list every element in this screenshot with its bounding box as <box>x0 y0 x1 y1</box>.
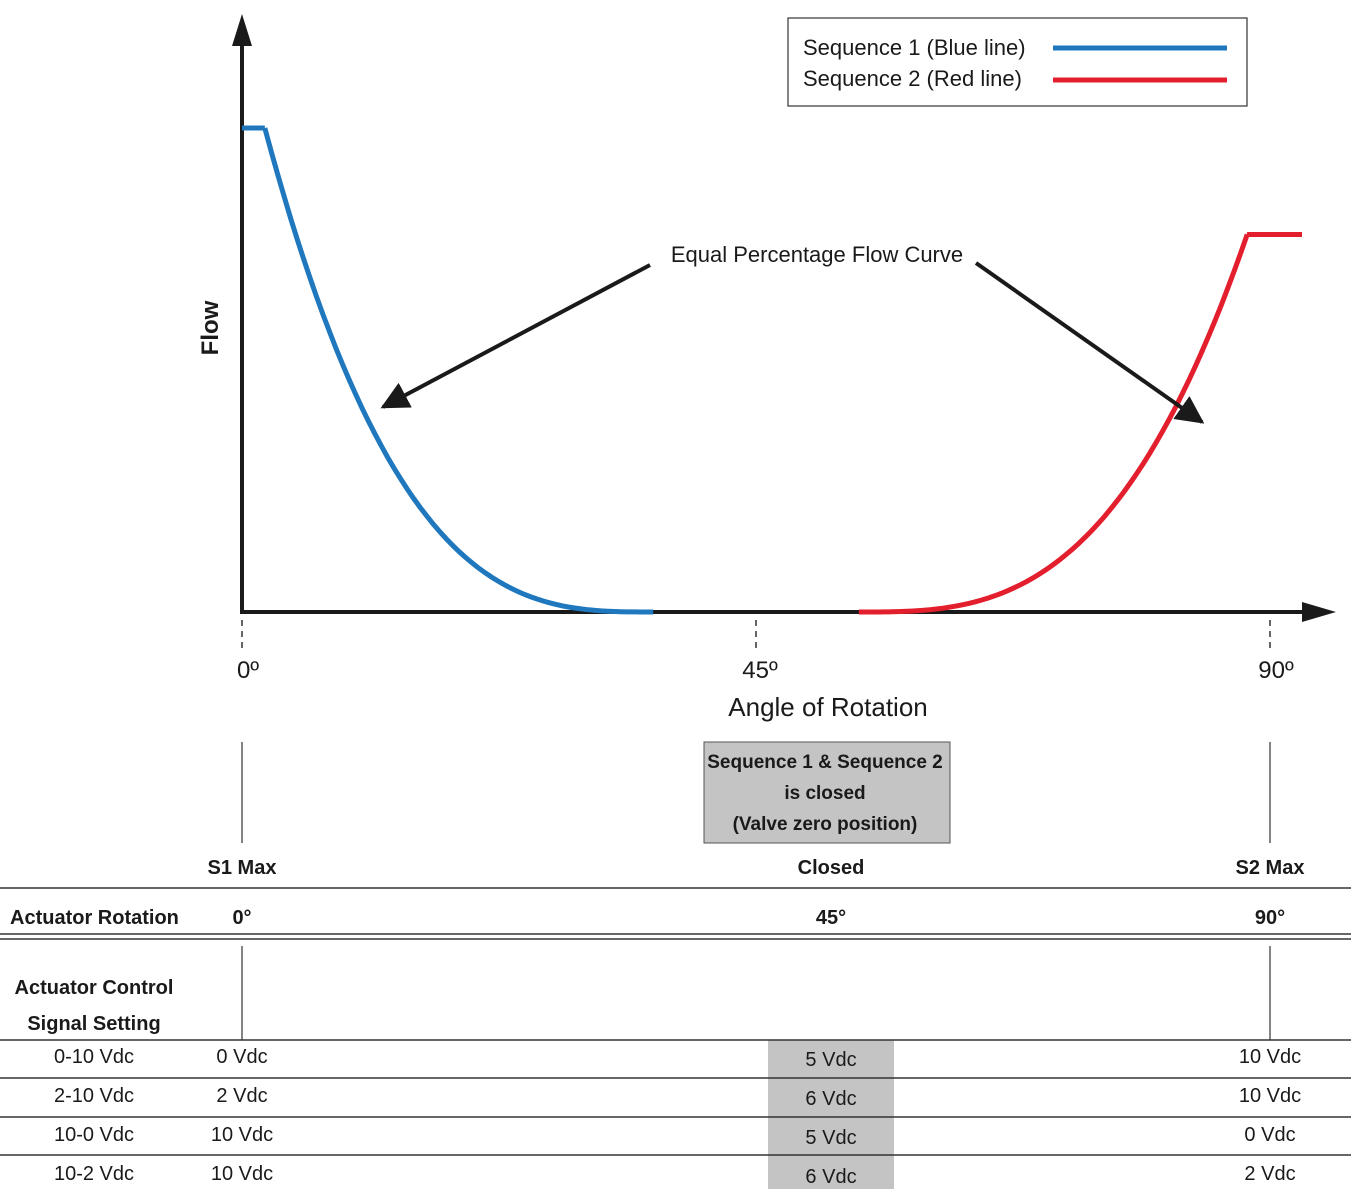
s2-max-voltage-cell: 0 Vdc <box>1244 1124 1295 1146</box>
table-rules <box>0 887 1351 1156</box>
guide-lines <box>241 742 1271 1040</box>
signal-setting-cell: 0-10 Vdc <box>54 1046 134 1068</box>
closed-box-line-3: (Valve zero position) <box>733 814 918 835</box>
x-ticks: 0º 45º 90º <box>237 620 1294 684</box>
closed-column-highlight <box>768 1040 894 1189</box>
annotation-label: Equal Percentage Flow Curve <box>671 242 963 267</box>
annotation-arrow-right <box>974 261 1205 424</box>
legend-label-sequence-2: Sequence 2 (Red line) <box>803 66 1022 91</box>
x-axis-arrow-icon <box>1302 602 1336 622</box>
closed-voltage-cell: 6 Vdc <box>805 1088 856 1110</box>
s2-max-voltage-cell: 2 Vdc <box>1244 1163 1295 1185</box>
rotation-0: 0° <box>232 907 251 929</box>
s1-max-voltage-cell: 10 Vdc <box>211 1163 273 1185</box>
legend: Sequence 1 (Blue line) Sequence 2 (Red l… <box>787 17 1248 107</box>
signal-table-rows: 0-10 Vdc 0 Vdc 5 Vdc 10 Vdc 2-10 Vdc 2 Vdc 6 V… <box>54 1046 1301 1188</box>
closed-box-line-2: is closed <box>784 783 865 804</box>
x-tick-label: 0º <box>237 657 259 684</box>
x-tick-label: 90º <box>1258 657 1294 684</box>
x-axis-label: Angle of Rotation <box>728 692 927 722</box>
legend-frame <box>787 17 1248 107</box>
y-axis-label: Flow <box>197 300 224 355</box>
s2-max-voltage-cell: 10 Vdc <box>1239 1085 1301 1107</box>
signal-setting-label-line-2: Signal Setting <box>27 1013 160 1035</box>
signal-setting-cell: 2-10 Vdc <box>54 1085 134 1107</box>
signal-setting-label-line-1: Actuator Control <box>15 977 174 999</box>
x-tick-label: 45º <box>742 657 778 684</box>
signal-setting-cell: 10-2 Vdc <box>54 1163 134 1185</box>
s1-max-voltage-cell: 10 Vdc <box>211 1124 273 1146</box>
y-axis-arrow-icon <box>232 14 252 46</box>
actuator-rotation-label: Actuator Rotation <box>10 907 179 929</box>
closed-position-box: Sequence 1 & Sequence 2 is closed (Valve… <box>703 741 951 844</box>
s2-max-voltage-cell: 10 Vdc <box>1239 1046 1301 1068</box>
closed-box-line-1: Sequence 1 & Sequence 2 <box>707 752 943 773</box>
legend-label-sequence-1: Sequence 1 (Blue line) <box>803 35 1026 60</box>
s1-max-voltage-cell: 0 Vdc <box>216 1046 267 1068</box>
table-headers: S1 Max Closed S2 Max Actuator Rotation 0… <box>10 857 1304 1035</box>
position-s1-max: S1 Max <box>208 857 277 879</box>
closed-voltage-cell: 5 Vdc <box>805 1049 856 1071</box>
rotation-90: 90° <box>1255 907 1285 929</box>
position-s2-max: S2 Max <box>1236 857 1305 879</box>
position-closed: Closed <box>798 857 865 879</box>
closed-voltage-cell: 5 Vdc <box>805 1127 856 1149</box>
rotation-45: 45° <box>816 907 846 929</box>
signal-setting-cell: 10-0 Vdc <box>54 1124 134 1146</box>
annotation: Equal Percentage Flow Curve <box>380 242 1205 424</box>
s1-max-voltage-cell: 2 Vdc <box>216 1085 267 1107</box>
axes: Flow Angle of Rotation <box>197 14 1336 722</box>
closed-box-background <box>703 741 951 844</box>
sequence-1-flow-curve <box>242 125 654 615</box>
sequence-2-flow-curve <box>858 231 1302 615</box>
annotation-arrow-left <box>380 263 651 409</box>
closed-voltage-cell: 6 Vdc <box>805 1166 856 1188</box>
